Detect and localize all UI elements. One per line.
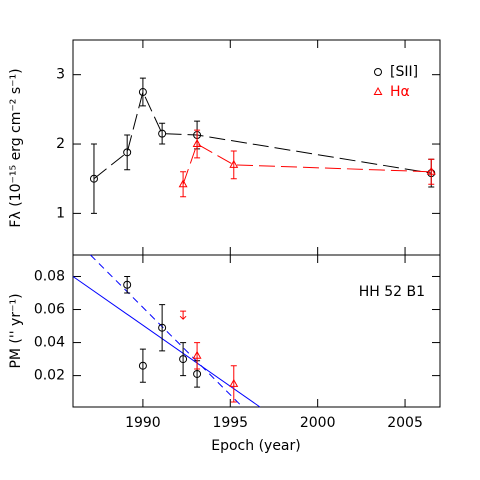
marker	[426, 166, 436, 175]
error-bar	[159, 304, 166, 352]
error-bar	[428, 158, 435, 185]
legend-marker	[373, 86, 383, 95]
y-tick-label: 3	[56, 67, 65, 83]
marker	[193, 369, 202, 378]
error-bar	[159, 122, 166, 145]
upper-limit	[179, 310, 187, 320]
error-bar	[194, 129, 201, 159]
error-bar	[90, 143, 97, 214]
x-tick-label: 2000	[300, 415, 336, 431]
error-bar	[194, 342, 201, 370]
legend-label: Hα	[390, 84, 410, 100]
error-bar	[230, 365, 237, 403]
marker	[179, 355, 188, 364]
y-tick-label: 1	[56, 205, 65, 221]
bottom-frame	[72, 254, 441, 408]
marker	[158, 323, 167, 332]
error-bar	[124, 275, 131, 294]
marker	[123, 280, 132, 289]
marker	[178, 179, 188, 188]
marker	[229, 159, 239, 168]
marker	[192, 139, 202, 148]
y-label: PM ('' yr⁻¹)	[8, 293, 24, 368]
marker	[158, 129, 167, 138]
y-tick-label: 0.02	[34, 368, 65, 384]
series-line	[93, 90, 432, 180]
y-label: Fλ (10⁻¹⁵ erg cm⁻² s⁻¹)	[8, 68, 24, 227]
marker	[89, 174, 98, 183]
x-label: Epoch (year)	[211, 438, 300, 454]
legend-marker	[374, 68, 382, 76]
marker	[138, 361, 147, 370]
marker	[192, 350, 202, 359]
error-bar	[180, 342, 187, 377]
error-bar	[139, 77, 146, 107]
error-bar	[180, 171, 187, 198]
y-tick-label: 0.04	[34, 335, 65, 351]
annotation: HH 52 B1	[359, 284, 425, 300]
fit-line	[90, 254, 243, 408]
marker	[123, 148, 132, 157]
x-tick-label: 2005	[387, 415, 423, 431]
marker	[229, 378, 239, 387]
error-bar	[230, 150, 237, 180]
x-tick-label: 1990	[125, 415, 161, 431]
y-tick-label: 0.08	[34, 268, 65, 284]
legend-label: [SII]	[390, 64, 418, 80]
error-bar	[124, 134, 131, 171]
x-tick-label: 1995	[212, 415, 248, 431]
error-bar	[139, 348, 146, 383]
series-line	[182, 143, 432, 185]
marker	[138, 88, 147, 97]
fit-line	[72, 276, 261, 408]
y-tick-label: 2	[56, 136, 65, 152]
y-tick-label: 0.06	[34, 302, 65, 318]
